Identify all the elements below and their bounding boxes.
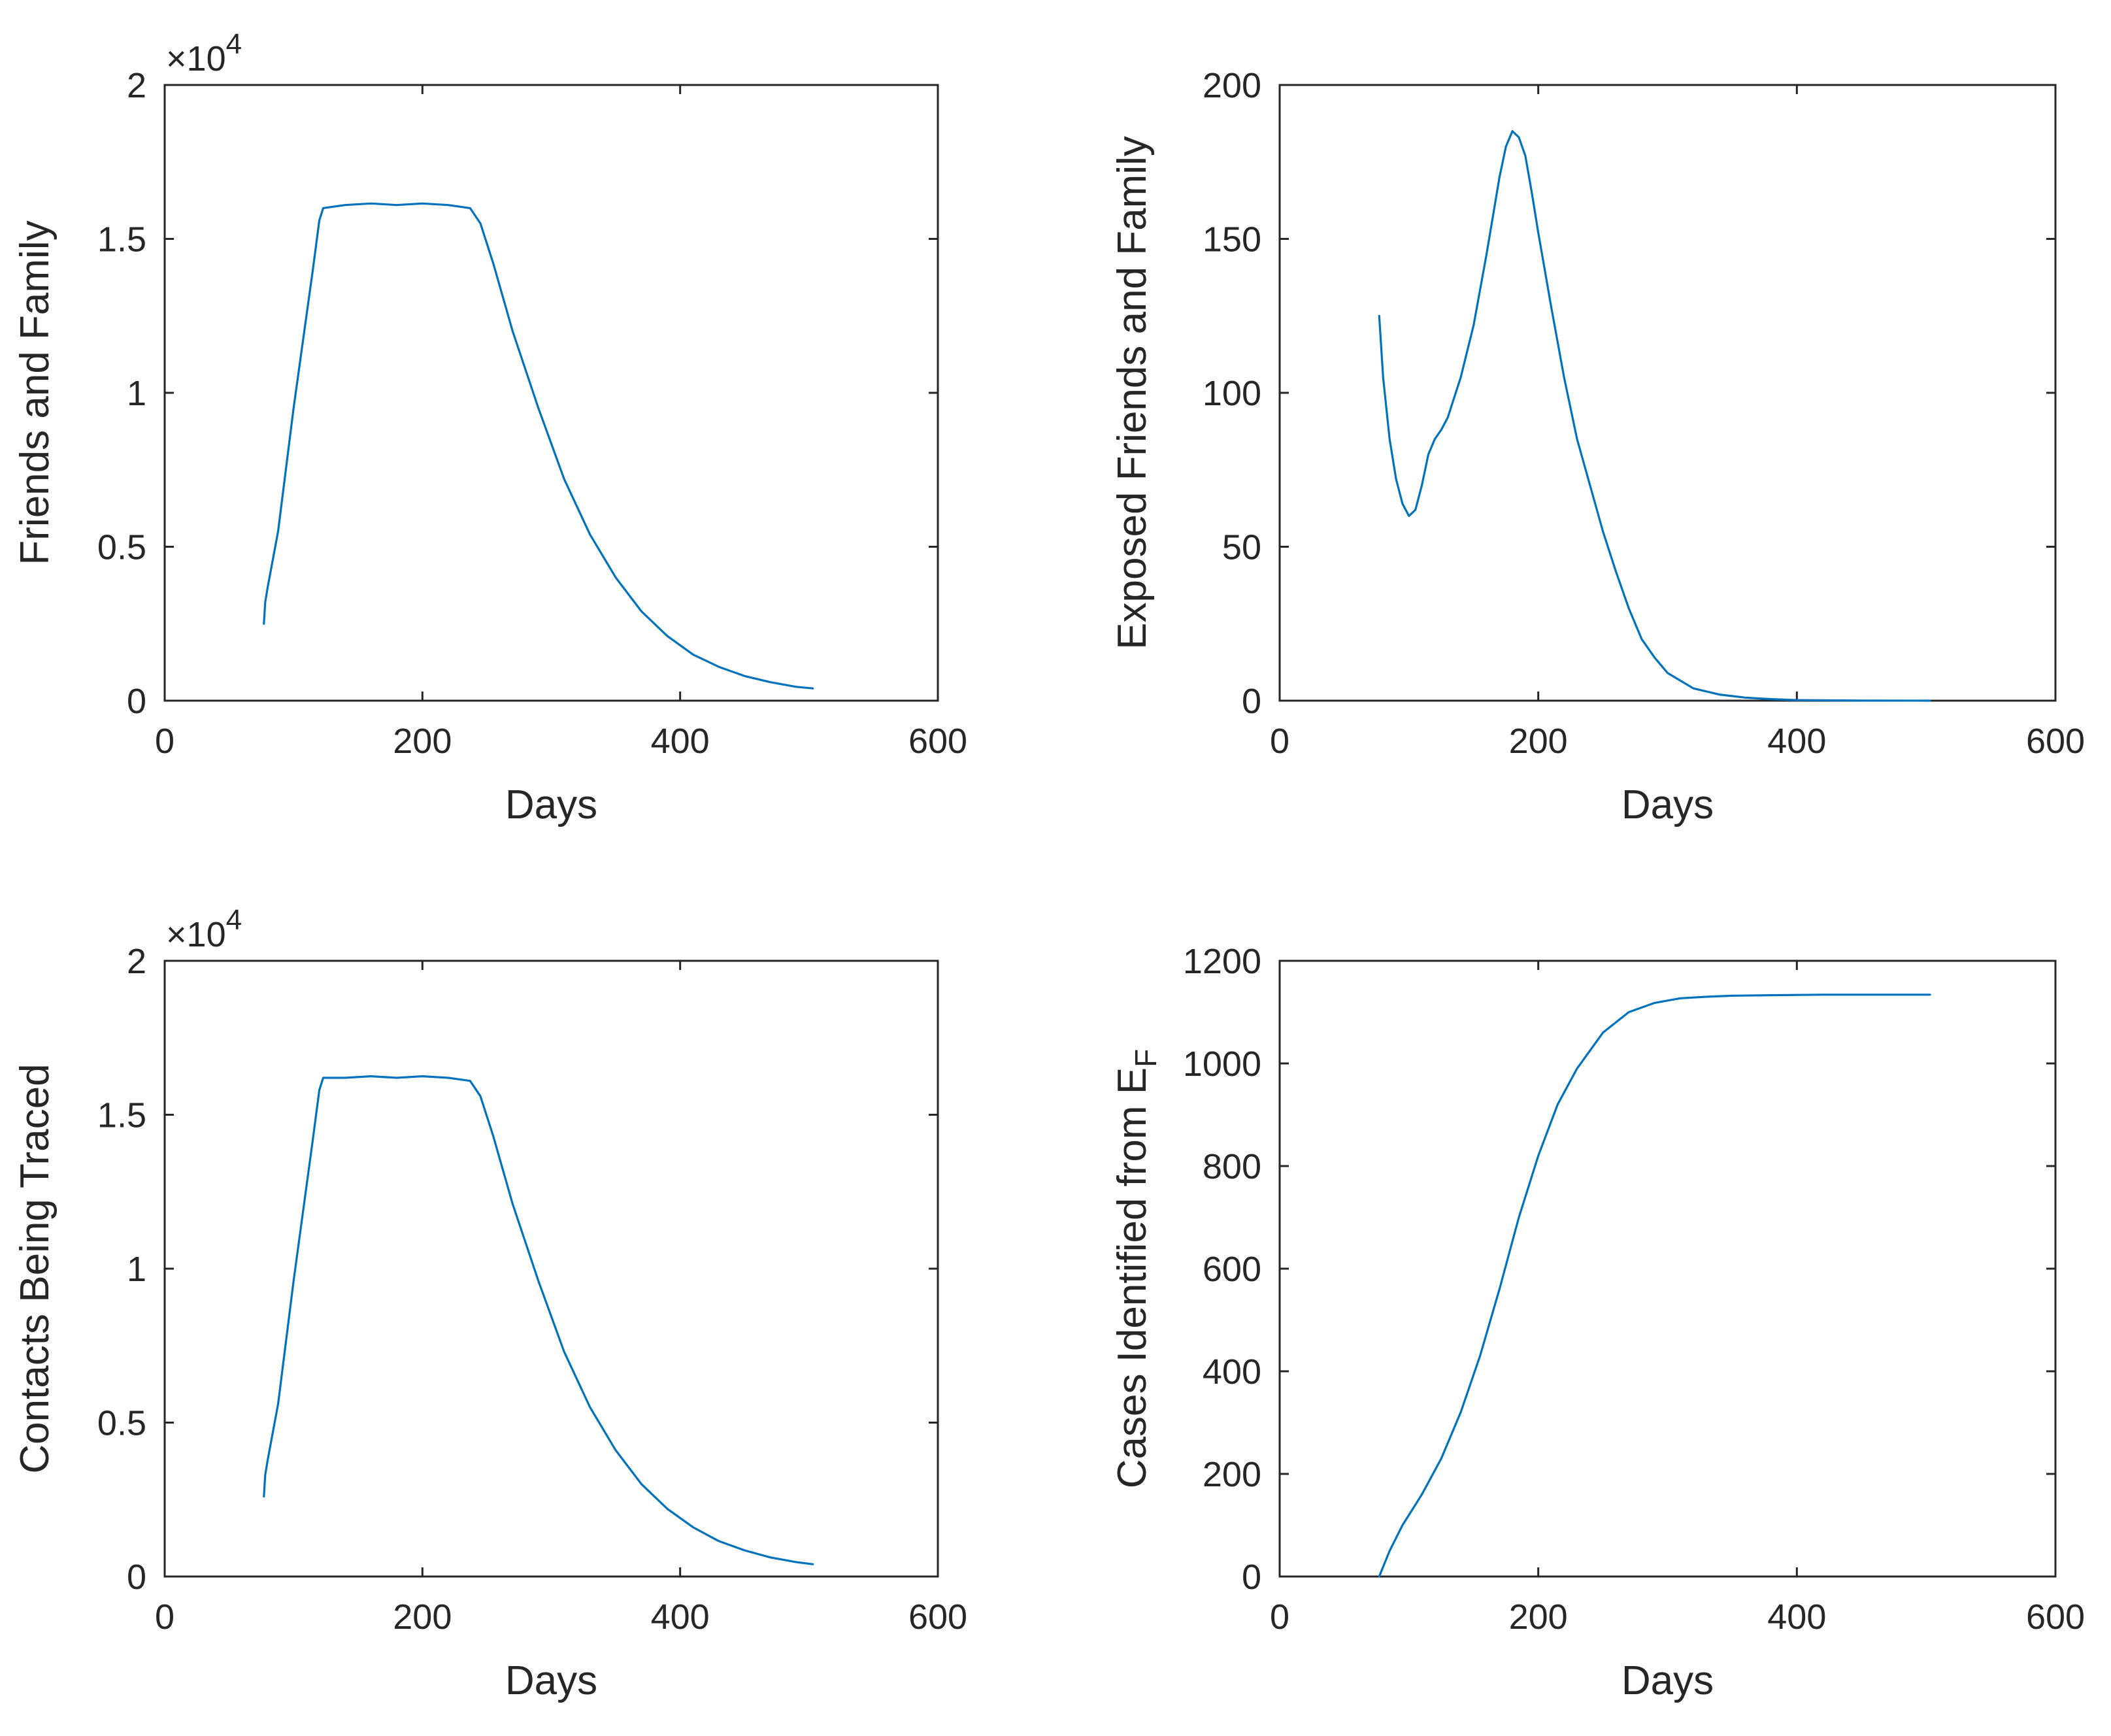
y-tick-label: 1.5 [97,1096,146,1135]
x-tick-label: 0 [155,1597,175,1637]
axis-exponent-label: ×104 [166,904,242,954]
series-line [1378,993,1931,1578]
x-axis-label: Days [1621,1658,1714,1703]
y-tick-label: 800 [1203,1147,1261,1186]
y-tick-label: 1.5 [97,220,146,259]
x-axis-label: Days [505,1658,597,1703]
y-tick-label: 0 [1242,682,1261,721]
x-tick-label: 400 [1767,1597,1826,1637]
x-tick-label: 400 [651,1597,710,1637]
x-tick-label: 200 [393,722,452,761]
y-tick-label: 0 [127,682,146,721]
series-line [263,202,814,690]
y-tick-label: 100 [1203,374,1261,413]
x-tick-label: 0 [155,722,175,761]
x-axis-label: Days [1621,782,1714,827]
y-tick-label: 0 [1242,1558,1261,1597]
y-tick-label: 150 [1203,220,1261,259]
chart-cases-identified: 0 200 400 600 0 200 400 600 800 1000 1200 Days Cases… [1110,942,2085,1703]
y-tick-label: 1000 [1183,1044,1261,1084]
series-line [1378,130,1931,702]
y-axis-label: Friends and Family [12,220,58,565]
chart-exposed-friends-family: 0 200 400 600 0 50 100 150 200 Days Exposed Friend… [1110,66,2085,827]
x-tick-label: 400 [651,722,710,761]
chart-contacts-traced: 0 200 400 600 0 0.5 1 1.5 2 ×104 Days Contacts Bein… [12,904,967,1703]
y-tick-label: 1200 [1183,942,1261,981]
y-tick-label: 600 [1203,1250,1261,1289]
axis-exponent-label: ×104 [166,28,242,78]
x-tick-label: 600 [2026,1597,2085,1637]
y-tick-label: 1 [127,1250,146,1289]
x-tick-label: 0 [1270,1597,1289,1637]
y-axis-label: Cases Identified from EF [1110,1049,1163,1489]
y-tick-label: 400 [1203,1352,1261,1392]
x-tick-label: 600 [2026,722,2085,761]
y-tick-label: 2 [127,942,146,981]
y-axis-label: Contacts Being Traced [12,1063,58,1473]
x-tick-label: 600 [908,722,967,761]
x-axis-label: Days [505,782,597,827]
x-tick-label: 200 [1509,1597,1568,1637]
y-tick-label: 0 [127,1558,146,1597]
y-tick-label: 200 [1203,66,1261,105]
x-tick-label: 600 [908,1597,967,1637]
chart-friends-family: 0 200 400 600 0 0.5 1 1.5 2 ×104 Days Friends and F… [12,28,967,827]
plot-frame [1278,84,2057,702]
x-tick-label: 0 [1270,722,1289,761]
y-tick-label: 200 [1203,1455,1261,1494]
y-tick-label: 0.5 [97,528,146,567]
y-axis-label: Exposed Friends and Family [1110,136,1155,650]
y-tick-label: 1 [127,374,146,413]
x-tick-label: 200 [1509,722,1568,761]
series-line [263,1075,814,1565]
y-tick-label: 2 [127,66,146,105]
x-tick-label: 400 [1767,722,1826,761]
y-tick-label: 0.5 [97,1404,146,1443]
plot-frame [163,84,939,702]
plot-frame [1278,960,2057,1578]
y-tick-label: 50 [1222,528,1261,567]
x-tick-label: 200 [393,1597,452,1637]
plot-frame [163,960,939,1578]
